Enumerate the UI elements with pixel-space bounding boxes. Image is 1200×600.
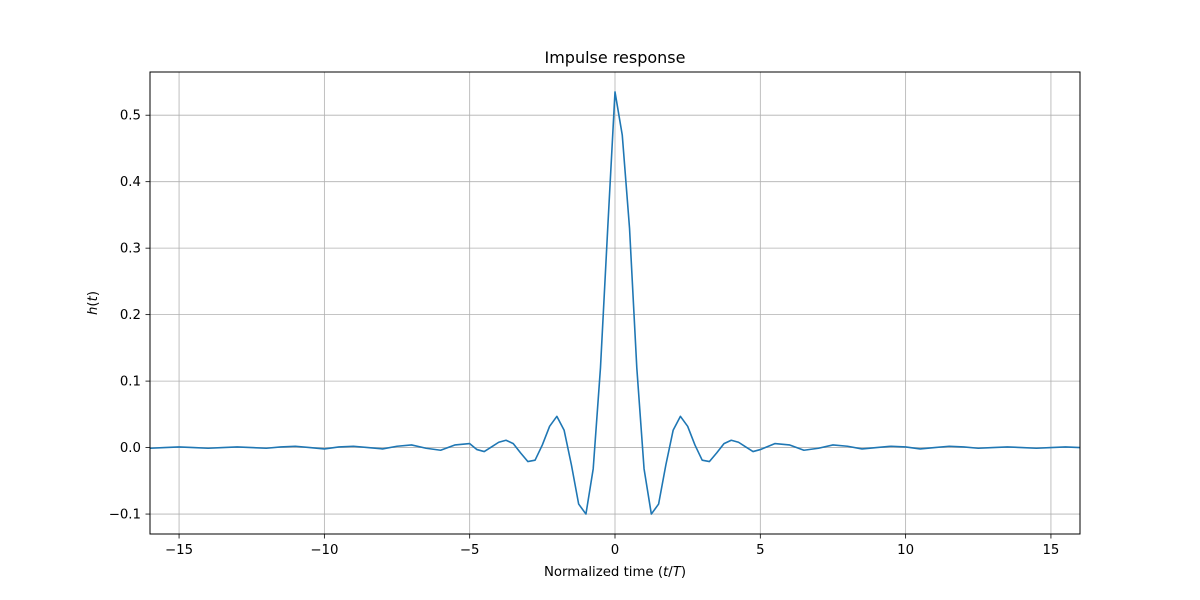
y-axis-label: h(t)	[86, 291, 101, 315]
x-label-var-t: t	[663, 565, 669, 580]
y-tick-label: 0.3	[120, 242, 141, 257]
x-tick-label: −5	[460, 543, 480, 558]
x-tick-label: 5	[756, 543, 764, 558]
x-axis-label: Normalized time (t/T)	[544, 565, 686, 580]
y-tick-label: −0.1	[109, 508, 141, 523]
x-axis-ticks: −15 −10 −5 0 5 10 15	[165, 534, 1059, 558]
x-label-var-T: T	[673, 565, 682, 580]
y-label-close-paren: )	[86, 291, 101, 296]
grid	[150, 72, 1080, 534]
x-tick-label: 0	[611, 543, 619, 558]
x-label-prefix: Normalized time (	[544, 565, 663, 580]
x-tick-label: 15	[1042, 543, 1059, 558]
y-label-open-paren: (	[86, 301, 101, 306]
y-tick-label: 0.0	[120, 441, 141, 456]
x-tick-label: −15	[165, 543, 193, 558]
y-tick-label: 0.4	[120, 175, 141, 190]
y-tick-label: 0.5	[120, 109, 141, 124]
x-label-slash: /	[668, 565, 673, 580]
chart-title: Impulse response	[545, 48, 686, 67]
x-tick-label: −10	[310, 543, 338, 558]
plot-area	[150, 91, 1080, 515]
y-axis-ticks: −0.1 0.0 0.1 0.2 0.3 0.4 0.5	[109, 109, 150, 523]
y-label-var-t: t	[86, 295, 101, 301]
x-label-suffix: )	[681, 565, 686, 580]
y-tick-label: 0.2	[120, 308, 141, 323]
y-tick-label: 0.1	[120, 375, 141, 390]
x-tick-label: 10	[897, 543, 914, 558]
y-label-func-h: h	[86, 307, 101, 315]
series-line	[150, 91, 1080, 515]
